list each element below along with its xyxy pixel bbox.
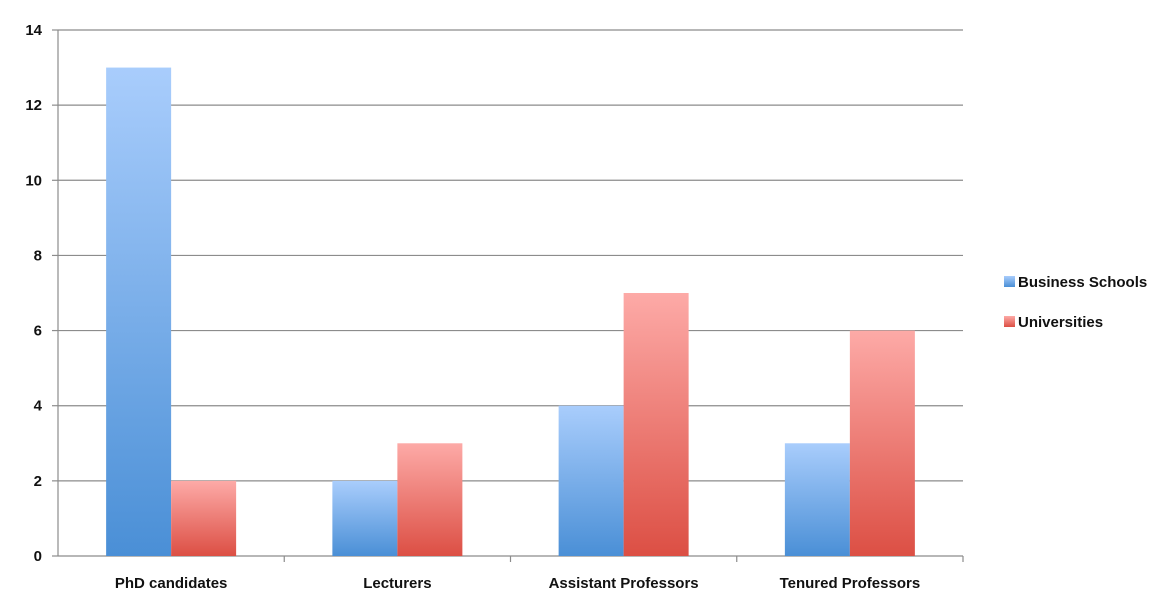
legend-label: Business Schools bbox=[1018, 274, 1147, 291]
bar-business-schools bbox=[784, 443, 850, 556]
bar-universities bbox=[171, 480, 237, 556]
legend-label: Universities bbox=[1018, 314, 1103, 331]
y-tick-label: 2 bbox=[34, 473, 42, 490]
y-tick-label: 14 bbox=[25, 22, 42, 39]
y-tick-label: 12 bbox=[25, 97, 42, 114]
bars bbox=[106, 67, 915, 557]
y-tick-label: 0 bbox=[34, 548, 42, 565]
bar-universities bbox=[397, 443, 463, 556]
bar-business-schools bbox=[558, 405, 624, 556]
y-tick-label: 4 bbox=[34, 398, 43, 415]
y-tick-label: 10 bbox=[25, 172, 42, 189]
x-tick-label: Assistant Professors bbox=[549, 575, 699, 592]
gridlines bbox=[58, 29, 963, 482]
x-tick-label: PhD candidates bbox=[115, 575, 228, 592]
bar-universities bbox=[849, 330, 915, 556]
bar-business-schools bbox=[332, 480, 398, 556]
y-tick-label: 8 bbox=[34, 247, 42, 264]
legend-swatch bbox=[1004, 316, 1015, 327]
y-tick-label: 6 bbox=[34, 323, 42, 340]
legend-swatch bbox=[1004, 276, 1015, 287]
x-tick-label: Lecturers bbox=[363, 575, 431, 592]
bar-universities bbox=[623, 293, 689, 556]
x-tick-label: Tenured Professors bbox=[780, 575, 921, 592]
bar-business-schools bbox=[106, 67, 172, 557]
legend: Business Schools Universities bbox=[1004, 274, 1147, 331]
axis-labels: 0 2 4 6 8 10 12 14 PhD candidates Lecturers Assist… bbox=[25, 22, 920, 592]
